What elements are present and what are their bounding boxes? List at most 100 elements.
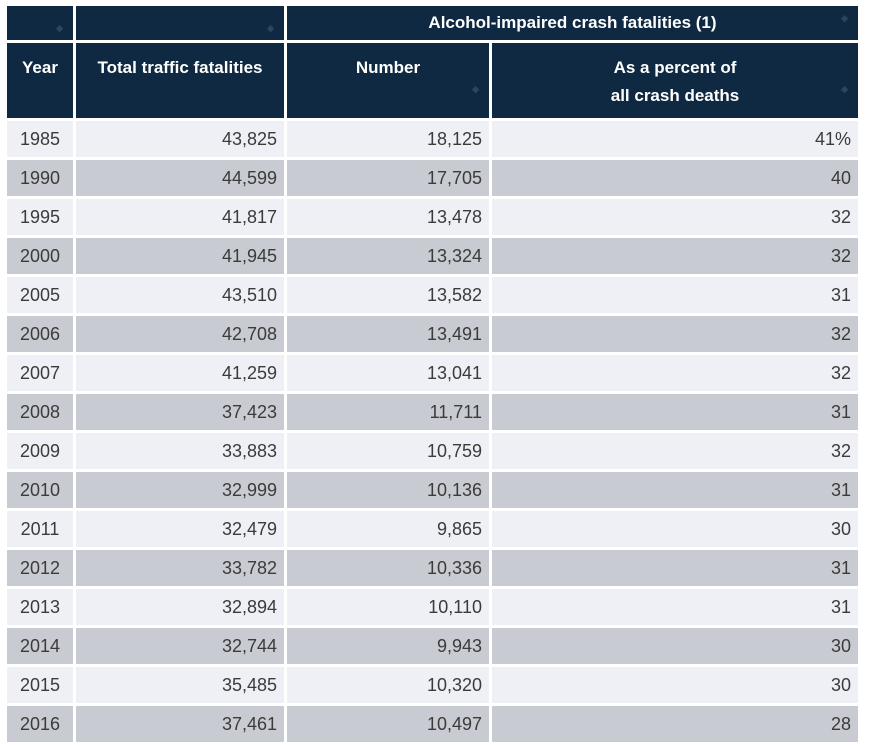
cell-total-fatalities: 41,817 <box>76 199 284 235</box>
cell-alcohol-number: 11,711 <box>287 394 489 430</box>
column-header-number[interactable]: Number ◆ <box>287 43 489 118</box>
table-row: 2011 32,479 9,865 30 <box>7 511 858 547</box>
cell-total-fatalities: 32,894 <box>76 589 284 625</box>
cell-alcohol-number: 10,759 <box>287 433 489 469</box>
table-row: 2006 42,708 13,491 32 <box>7 316 858 352</box>
cell-alcohol-number: 9,943 <box>287 628 489 664</box>
cell-total-fatalities: 32,999 <box>76 472 284 508</box>
sort-icon: ◆ <box>267 23 274 33</box>
cell-alcohol-number: 13,478 <box>287 199 489 235</box>
cell-alcohol-number: 13,491 <box>287 316 489 352</box>
cell-alcohol-percent: 41% <box>492 121 858 157</box>
cell-alcohol-number: 17,705 <box>287 160 489 196</box>
column-header-year[interactable]: Year <box>7 43 73 118</box>
header-blank-year[interactable]: ◆ <box>7 6 73 40</box>
table-row: 2000 41,945 13,324 32 <box>7 238 858 274</box>
cell-year: 2005 <box>7 277 73 313</box>
header-blank-total[interactable]: ◆ <box>76 6 284 40</box>
cell-alcohol-number: 18,125 <box>287 121 489 157</box>
group-header-label: Alcohol-impaired crash fatalities (1) <box>428 13 717 32</box>
cell-total-fatalities: 33,782 <box>76 550 284 586</box>
cell-alcohol-number: 10,136 <box>287 472 489 508</box>
cell-alcohol-number: 10,320 <box>287 667 489 703</box>
sort-icon: ◆ <box>841 13 848 23</box>
cell-alcohol-percent: 28 <box>492 706 858 742</box>
table-row: 1995 41,817 13,478 32 <box>7 199 858 235</box>
cell-year: 1990 <box>7 160 73 196</box>
cell-year: 2011 <box>7 511 73 547</box>
group-header-row: ◆ ◆ Alcohol-impaired crash fatalities (1… <box>7 6 858 40</box>
cell-alcohol-number: 9,865 <box>287 511 489 547</box>
table-row: 2005 43,510 13,582 31 <box>7 277 858 313</box>
cell-total-fatalities: 37,461 <box>76 706 284 742</box>
table-row: 2016 37,461 10,497 28 <box>7 706 858 742</box>
cell-alcohol-percent: 32 <box>492 355 858 391</box>
table-row: 2008 37,423 11,711 31 <box>7 394 858 430</box>
fatalities-table: ◆ ◆ Alcohol-impaired crash fatalities (1… <box>4 3 861 745</box>
cell-alcohol-number: 13,324 <box>287 238 489 274</box>
cell-alcohol-percent: 32 <box>492 316 858 352</box>
cell-alcohol-number: 10,497 <box>287 706 489 742</box>
cell-total-fatalities: 43,825 <box>76 121 284 157</box>
table-row: 2007 41,259 13,041 32 <box>7 355 858 391</box>
column-header-percent[interactable]: As a percent of all crash deaths ◆ <box>492 43 858 118</box>
sort-icon: ◆ <box>56 23 63 33</box>
cell-alcohol-number: 10,336 <box>287 550 489 586</box>
group-header-alcohol: Alcohol-impaired crash fatalities (1) ◆ <box>287 6 858 40</box>
cell-total-fatalities: 41,945 <box>76 238 284 274</box>
column-header-row: Year Total traffic fatalities Number ◆ A… <box>7 43 858 118</box>
sort-icon: ◆ <box>841 84 848 94</box>
cell-year: 2014 <box>7 628 73 664</box>
cell-total-fatalities: 43,510 <box>76 277 284 313</box>
cell-alcohol-number: 13,041 <box>287 355 489 391</box>
cell-year: 2012 <box>7 550 73 586</box>
table-row: 2015 35,485 10,320 30 <box>7 667 858 703</box>
cell-alcohol-percent: 31 <box>492 589 858 625</box>
cell-alcohol-percent: 30 <box>492 667 858 703</box>
cell-year: 2007 <box>7 355 73 391</box>
cell-total-fatalities: 41,259 <box>76 355 284 391</box>
column-header-number-label: Number <box>355 58 421 77</box>
cell-total-fatalities: 35,485 <box>76 667 284 703</box>
cell-alcohol-percent: 31 <box>492 277 858 313</box>
cell-year: 2000 <box>7 238 73 274</box>
table-row: 1985 43,825 18,125 41% <box>7 121 858 157</box>
cell-alcohol-number: 10,110 <box>287 589 489 625</box>
cell-alcohol-number: 13,582 <box>287 277 489 313</box>
cell-alcohol-percent: 31 <box>492 394 858 430</box>
cell-total-fatalities: 44,599 <box>76 160 284 196</box>
table-row: 2014 32,744 9,943 30 <box>7 628 858 664</box>
column-header-percent-line1: As a percent of <box>613 58 737 77</box>
cell-year: 2009 <box>7 433 73 469</box>
table-body: 1985 43,825 18,125 41% 1990 44,599 17,705 40 199… <box>7 121 858 742</box>
cell-total-fatalities: 37,423 <box>76 394 284 430</box>
cell-year: 1985 <box>7 121 73 157</box>
cell-alcohol-percent: 32 <box>492 238 858 274</box>
cell-year: 2006 <box>7 316 73 352</box>
cell-alcohol-percent: 32 <box>492 433 858 469</box>
cell-year: 2010 <box>7 472 73 508</box>
column-header-percent-line2: all crash deaths <box>610 86 740 105</box>
table-row: 2009 33,883 10,759 32 <box>7 433 858 469</box>
cell-total-fatalities: 32,744 <box>76 628 284 664</box>
cell-year: 2016 <box>7 706 73 742</box>
cell-alcohol-percent: 30 <box>492 628 858 664</box>
cell-year: 2015 <box>7 667 73 703</box>
table-row: 1990 44,599 17,705 40 <box>7 160 858 196</box>
sort-icon: ◆ <box>472 84 479 94</box>
cell-year: 2008 <box>7 394 73 430</box>
cell-alcohol-percent: 40 <box>492 160 858 196</box>
table-row: 2010 32,999 10,136 31 <box>7 472 858 508</box>
cell-alcohol-percent: 30 <box>492 511 858 547</box>
cell-alcohol-percent: 31 <box>492 472 858 508</box>
cell-total-fatalities: 32,479 <box>76 511 284 547</box>
cell-total-fatalities: 33,883 <box>76 433 284 469</box>
column-header-total[interactable]: Total traffic fatalities <box>76 43 284 118</box>
cell-year: 2013 <box>7 589 73 625</box>
table-row: 2012 33,782 10,336 31 <box>7 550 858 586</box>
table-row: 2013 32,894 10,110 31 <box>7 589 858 625</box>
cell-year: 1995 <box>7 199 73 235</box>
cell-total-fatalities: 42,708 <box>76 316 284 352</box>
cell-alcohol-percent: 32 <box>492 199 858 235</box>
